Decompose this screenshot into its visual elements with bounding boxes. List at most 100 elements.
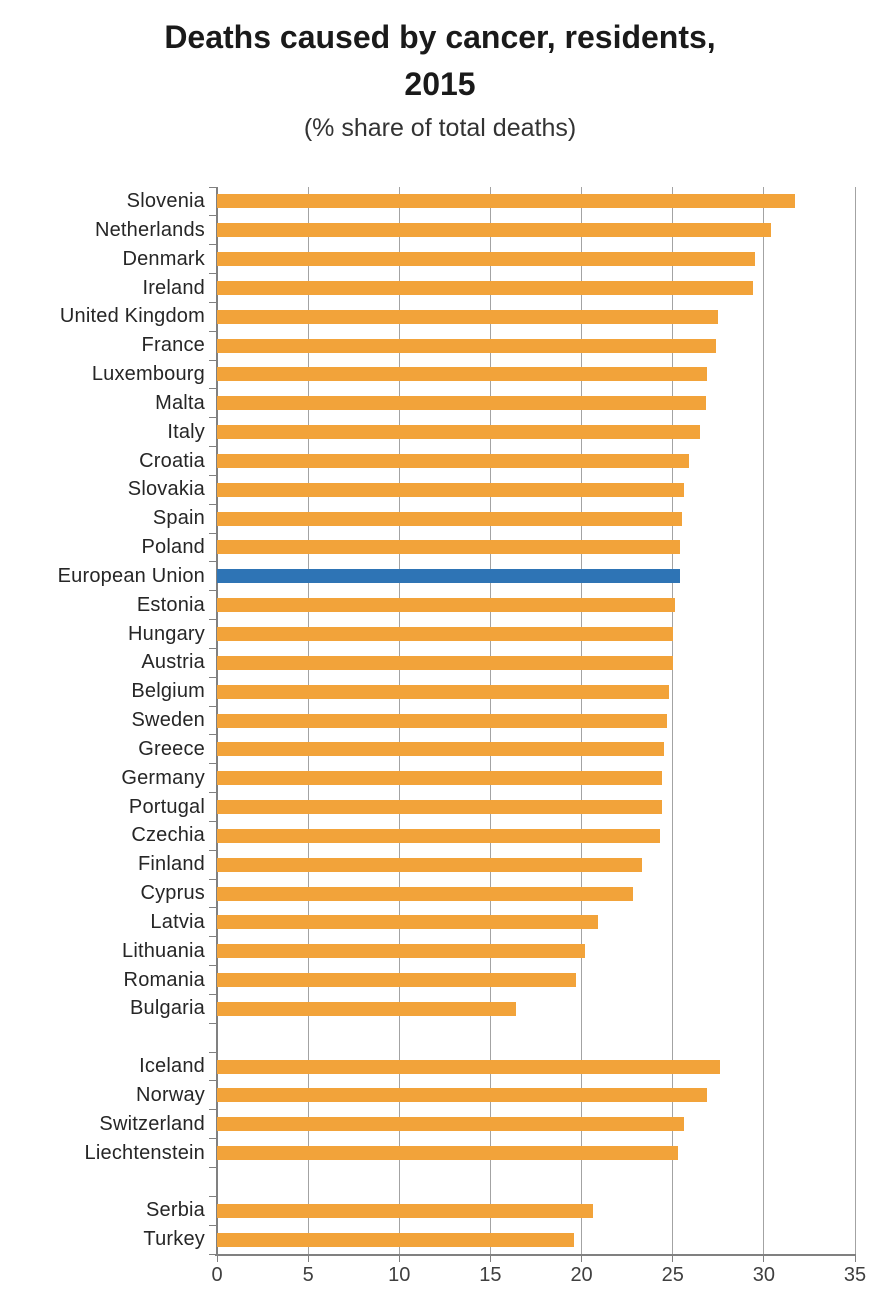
y-axis-tick xyxy=(209,273,216,274)
bar-liechtenstein xyxy=(217,1146,679,1161)
bar-latvia xyxy=(217,915,598,930)
y-axis-tick xyxy=(209,1051,216,1053)
category-label-serbia: Serbia xyxy=(145,1199,205,1222)
bar-france xyxy=(217,338,717,353)
category-label-estonia: Estonia xyxy=(136,593,205,616)
x-tick-label-30: 30 xyxy=(752,1264,775,1286)
category-label-france: France xyxy=(141,334,205,357)
y-axis-tick xyxy=(209,446,216,448)
category-label-spain: Spain xyxy=(152,507,205,530)
category-label-germany: Germany xyxy=(121,766,205,789)
bar-finland xyxy=(217,857,642,872)
x-tick-label-20: 20 xyxy=(570,1264,593,1286)
category-label-latvia: Latvia xyxy=(150,910,205,933)
y-axis-tick xyxy=(209,936,216,938)
y-axis-tick xyxy=(209,244,216,246)
y-axis-tick xyxy=(209,619,216,621)
bar-luxembourg xyxy=(217,367,708,382)
bar-greece xyxy=(217,742,664,757)
y-axis-tick xyxy=(209,590,216,592)
gridline-30 xyxy=(763,187,765,1254)
x-axis-line xyxy=(215,1254,856,1256)
y-axis-tick xyxy=(209,907,216,909)
bar-european-union xyxy=(217,569,680,584)
x-axis-tick xyxy=(216,1254,218,1262)
bar-hungary xyxy=(217,626,673,641)
y-axis-tick xyxy=(209,561,216,563)
category-label-switzerland: Switzerland xyxy=(99,1112,205,1135)
bar-iceland xyxy=(217,1059,721,1074)
gridline-35 xyxy=(854,187,856,1254)
y-axis-tick xyxy=(209,186,216,188)
y-axis-tick xyxy=(209,647,216,649)
bar-belgium xyxy=(217,684,670,699)
x-tick-label-35: 35 xyxy=(843,1264,867,1286)
bar-slovenia xyxy=(217,194,795,209)
y-axis-tick xyxy=(209,705,216,707)
y-axis-tick xyxy=(209,1166,216,1168)
bar-ireland xyxy=(217,280,753,295)
category-label-luxembourg: Luxembourg xyxy=(91,363,205,386)
bar-spain xyxy=(217,511,682,526)
y-axis-tick xyxy=(209,676,216,678)
bar-germany xyxy=(217,771,662,786)
y-axis-tick xyxy=(209,763,216,765)
category-label-sweden: Sweden xyxy=(131,709,205,732)
category-label-liechtenstein: Liechtenstein xyxy=(84,1141,205,1164)
bar-poland xyxy=(217,540,680,555)
category-label-ireland: Ireland xyxy=(142,276,205,299)
bar-portugal xyxy=(217,800,662,814)
y-axis-tick xyxy=(209,849,216,851)
category-label-iceland: Iceland xyxy=(139,1055,205,1078)
x-axis-tick xyxy=(489,1254,491,1262)
category-label-portugal: Portugal xyxy=(128,795,205,818)
chart-title-line2: 2015 xyxy=(404,66,476,102)
bar-austria xyxy=(217,655,673,670)
chart-subtitle: (% share of total deaths) xyxy=(303,114,577,142)
category-label-croatia: Croatia xyxy=(139,449,205,472)
bar-slovakia xyxy=(217,482,684,497)
category-label-finland: Finland xyxy=(138,853,205,876)
category-label-czechia: Czechia xyxy=(131,824,205,847)
chart-title-line1: Deaths caused by cancer, residents, xyxy=(164,19,716,55)
category-label-european-union: European Union xyxy=(57,564,205,587)
category-label-malta: Malta xyxy=(155,391,205,414)
y-axis-tick xyxy=(209,993,216,995)
category-label-poland: Poland xyxy=(141,536,205,559)
y-axis-tick xyxy=(209,503,216,505)
y-axis-tick xyxy=(209,734,216,736)
x-tick-label-15: 15 xyxy=(479,1264,502,1286)
category-label-cyprus: Cyprus xyxy=(140,882,205,905)
x-tick-label-10: 10 xyxy=(388,1264,411,1286)
bar-united-kingdom xyxy=(217,309,719,324)
y-axis-tick xyxy=(209,1195,216,1197)
category-label-italy: Italy xyxy=(167,420,205,443)
y-axis-tick xyxy=(209,820,216,822)
y-axis-tick xyxy=(209,330,216,332)
category-label-bulgaria: Bulgaria xyxy=(130,997,205,1020)
x-tick-label-25: 25 xyxy=(661,1264,684,1286)
gridline-25 xyxy=(672,187,674,1254)
category-label-turkey: Turkey xyxy=(143,1228,205,1251)
bar-turkey xyxy=(217,1232,575,1247)
chart-header: Deaths caused by cancer, residents, 2015… xyxy=(0,14,880,146)
y-axis-tick xyxy=(209,1253,216,1255)
bar-norway xyxy=(217,1088,708,1103)
x-axis-tick xyxy=(672,1254,674,1262)
category-label-romania: Romania xyxy=(123,968,205,991)
y-axis-tick xyxy=(209,878,216,880)
x-axis-tick-labels: 0 5 10 15 20 25 30 35 xyxy=(211,1264,866,1294)
category-label-denmark: Denmark xyxy=(122,247,205,270)
y-axis-tick xyxy=(209,215,216,217)
y-axis-tick xyxy=(209,1224,216,1226)
y-axis-tick xyxy=(209,388,216,390)
x-axis-tick xyxy=(854,1254,856,1262)
category-label-netherlands: Netherlands xyxy=(94,218,205,241)
y-axis-tick xyxy=(209,792,216,794)
y-axis-tick xyxy=(209,359,216,361)
bar-denmark xyxy=(217,252,755,267)
y-axis-tick xyxy=(209,301,216,303)
x-axis-tick xyxy=(763,1254,765,1262)
bar-italy xyxy=(217,425,701,440)
